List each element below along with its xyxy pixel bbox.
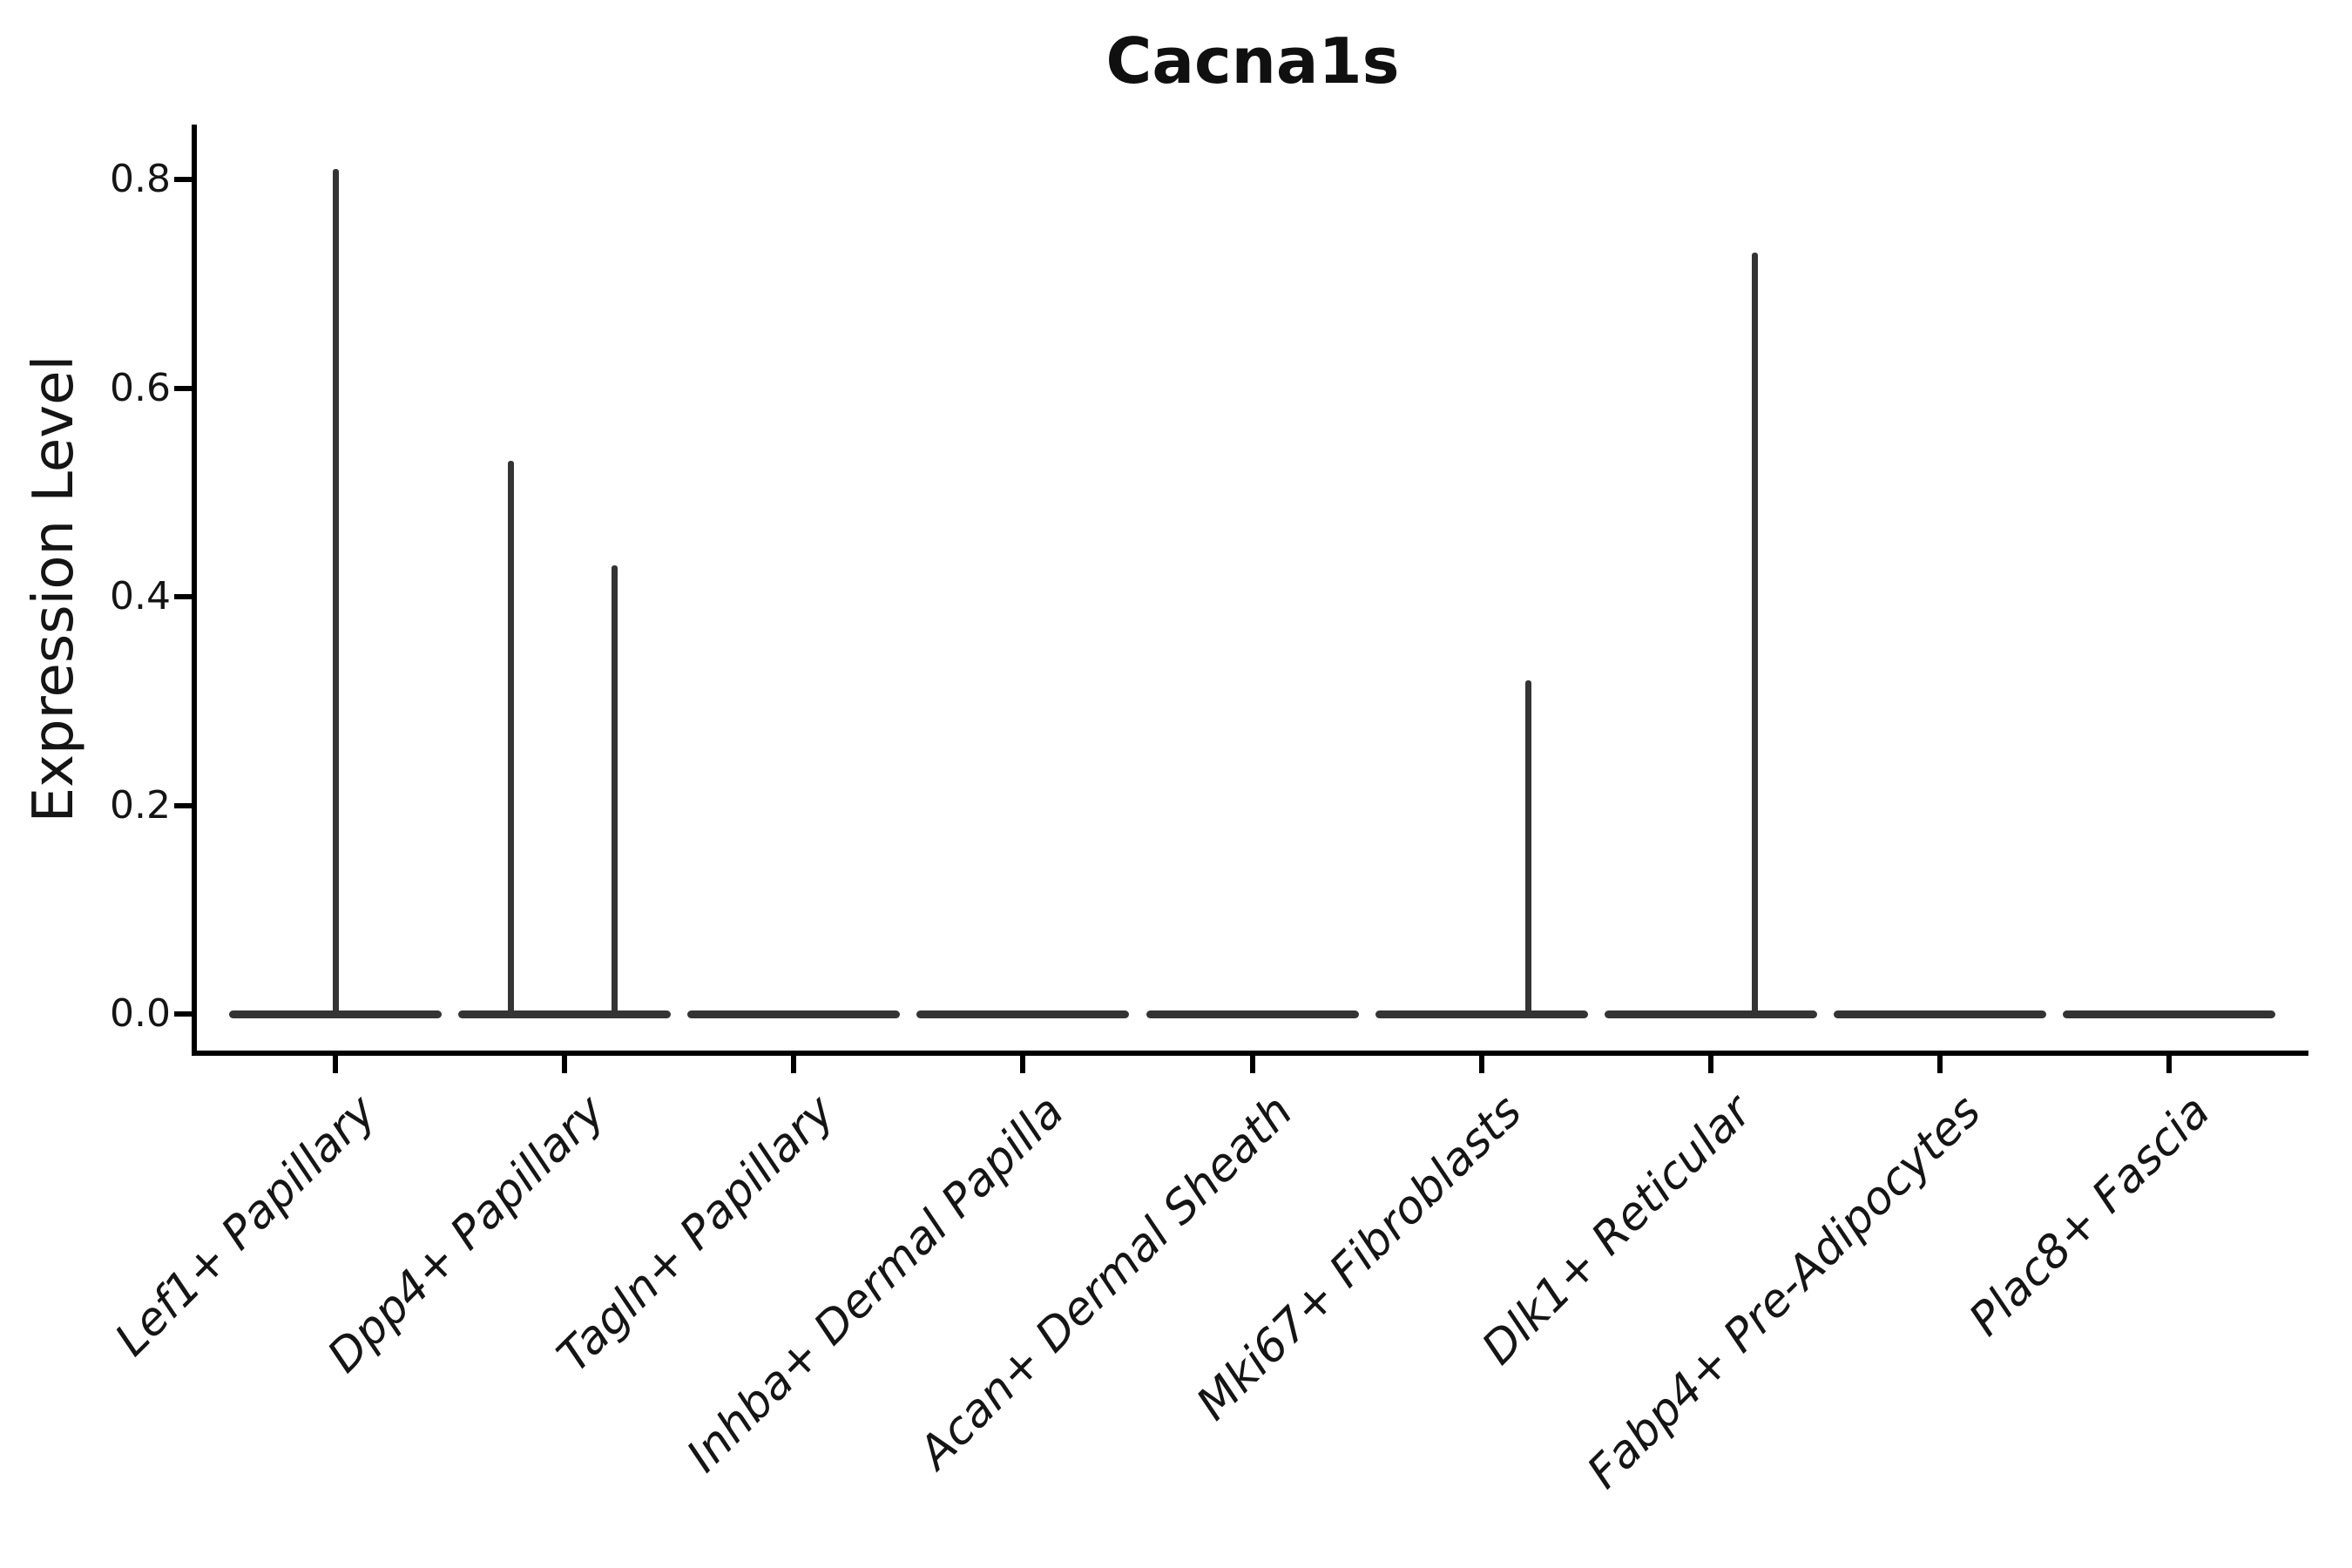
x-tick-mark bbox=[2166, 1056, 2172, 1073]
y-tick-label: 0.2 bbox=[110, 782, 171, 828]
y-tick-label: 0.8 bbox=[110, 157, 171, 201]
x-tick-mark bbox=[1707, 1056, 1713, 1073]
y-tick-mark bbox=[174, 802, 192, 808]
x-tick-mark bbox=[333, 1056, 338, 1073]
violin-base bbox=[2063, 1010, 2275, 1018]
x-tick-mark bbox=[1020, 1056, 1026, 1073]
chart-title: Cacna1s bbox=[1105, 24, 1400, 98]
violin-base bbox=[687, 1010, 901, 1018]
y-tick-label: 0.0 bbox=[110, 991, 171, 1036]
y-tick-mark bbox=[174, 1011, 192, 1017]
violin-base bbox=[1604, 1010, 1817, 1018]
violin-spike bbox=[507, 461, 514, 1013]
violin-spike bbox=[1525, 679, 1532, 1013]
violin-base bbox=[229, 1010, 442, 1018]
x-tick-mark bbox=[1249, 1056, 1255, 1073]
x-tick-mark bbox=[1936, 1056, 1943, 1073]
violin-base bbox=[1833, 1010, 2046, 1018]
x-tick-mark bbox=[1478, 1056, 1484, 1073]
violin-spike bbox=[1752, 252, 1759, 1013]
y-tick-mark bbox=[174, 177, 192, 182]
x-axis-line bbox=[192, 1051, 2308, 1056]
y-tick-label: 0.6 bbox=[110, 365, 171, 410]
x-tick-mark bbox=[791, 1056, 797, 1073]
x-tick-mark bbox=[562, 1056, 568, 1073]
y-tick-mark bbox=[174, 385, 192, 391]
y-tick-mark bbox=[174, 594, 192, 599]
y-axis-line bbox=[192, 125, 197, 1056]
violin-spike bbox=[611, 565, 618, 1013]
y-tick-label: 0.4 bbox=[110, 574, 171, 618]
violin-base bbox=[1375, 1010, 1588, 1018]
violin-base bbox=[458, 1010, 672, 1018]
violin-base bbox=[916, 1010, 1130, 1018]
x-tick-label: Inhba+ Dermal Papilla bbox=[677, 1085, 1074, 1483]
violin-spike bbox=[332, 169, 339, 1013]
x-tick-label: Fabp4+ Pre-Adipocytes bbox=[1577, 1085, 1991, 1499]
violin-base bbox=[1146, 1010, 1359, 1018]
x-tick-label: Acan+ Dermal Sheath bbox=[909, 1085, 1303, 1479]
x-tick-label: Plac8+ Fascia bbox=[1959, 1085, 2220, 1347]
